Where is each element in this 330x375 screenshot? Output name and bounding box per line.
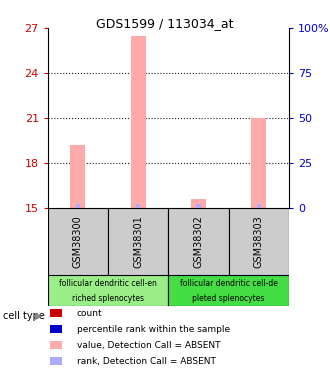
Text: cell type: cell type [3, 311, 45, 321]
Bar [168, 209, 228, 275]
Bar [196, 204, 201, 209]
Bar [251, 118, 266, 208]
Bar [108, 209, 168, 275]
Text: follicular dendritic cell-en: follicular dendritic cell-en [59, 279, 157, 288]
Bar [50, 357, 62, 365]
Bar [70, 146, 85, 208]
Text: GSM38302: GSM38302 [193, 215, 203, 268]
Bar [191, 200, 206, 208]
Text: value, Detection Call = ABSENT: value, Detection Call = ABSENT [77, 341, 220, 350]
Bar [256, 204, 261, 209]
Bar [50, 309, 62, 317]
Text: GSM38300: GSM38300 [73, 215, 83, 268]
Bar [48, 209, 108, 275]
Bar [76, 204, 80, 209]
Text: riched splenocytes: riched splenocytes [72, 294, 144, 303]
Text: ▶: ▶ [35, 311, 42, 321]
Text: percentile rank within the sample: percentile rank within the sample [77, 325, 230, 334]
Text: GSM38303: GSM38303 [254, 215, 264, 268]
Bar [136, 204, 140, 209]
Bar [228, 209, 289, 275]
Text: rank, Detection Call = ABSENT: rank, Detection Call = ABSENT [77, 357, 215, 366]
Text: count: count [77, 309, 102, 318]
Text: follicular dendritic cell-de: follicular dendritic cell-de [180, 279, 278, 288]
Text: GSM38301: GSM38301 [133, 215, 143, 268]
Bar [48, 275, 168, 306]
Bar [50, 325, 62, 333]
Bar [131, 36, 146, 209]
Text: pleted splenocytes: pleted splenocytes [192, 294, 265, 303]
Bar [168, 275, 289, 306]
Text: GDS1599 / 113034_at: GDS1599 / 113034_at [96, 17, 234, 30]
Bar [50, 341, 62, 349]
